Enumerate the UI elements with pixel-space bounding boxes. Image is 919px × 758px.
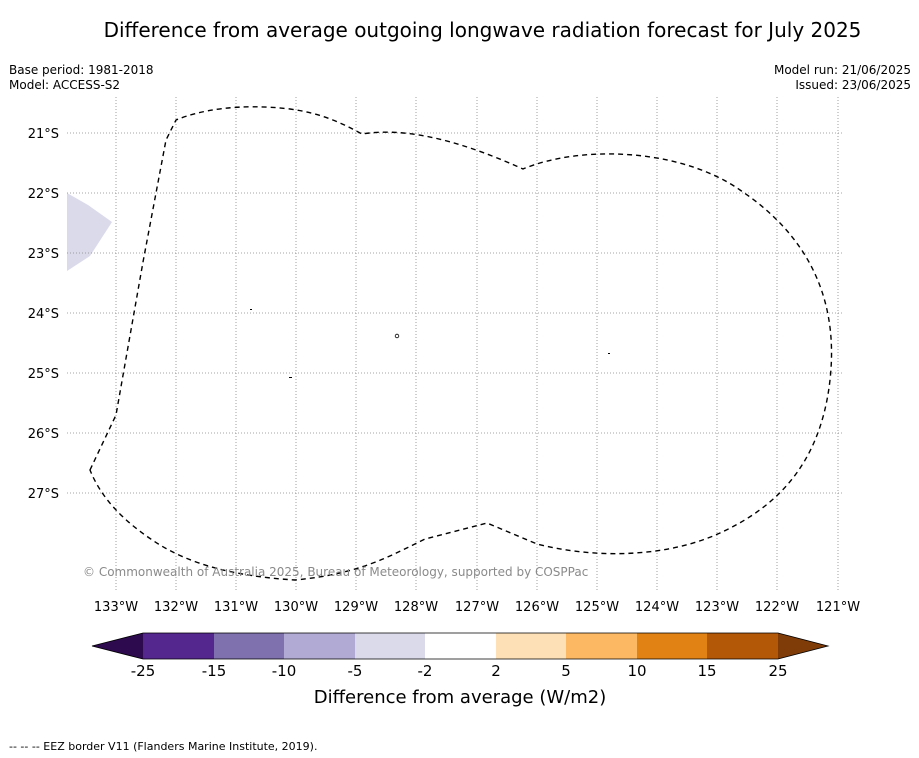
longitude-labels: 133°W 132°W 131°W 130°W 129°W 128°W 127°… [94,600,860,615]
lon-label: 130°W [274,600,318,615]
colorbar [91,632,830,660]
colorbar-segment [284,633,355,659]
colorbar-tick-label: 5 [561,662,571,680]
colorbar-tick-label: -15 [202,662,227,680]
lat-label: 21°S [28,127,59,142]
lon-label: 127°W [455,600,499,615]
lon-label: 125°W [575,600,619,615]
colorbar-segment [707,633,778,659]
lat-label: 27°S [28,487,59,502]
colorbar-tick-labels: -25 -15 -10 -5 -2 2 5 10 15 25 [131,662,788,680]
colorbar-segment [143,633,214,659]
lon-label: 133°W [94,600,138,615]
lon-label: 124°W [635,600,679,615]
eez-legend-note: -- -- -- EEZ border V11 (Flanders Marine… [9,740,318,753]
base-period-text: Base period: 1981-2018 [9,63,154,77]
colorbar-extend-low [92,633,143,659]
colorbar-segment [355,633,425,659]
colorbar-tick-label: -5 [348,662,363,680]
lat-label: 25°S [28,367,59,382]
lat-label: 24°S [28,307,59,322]
colorbar-tick-label: 2 [491,662,501,680]
lat-label: 22°S [28,187,59,202]
eez-border-line [89,106,833,581]
model-run-text: Model run: 21/06/2025 [773,63,911,77]
map-title: Difference from average outgoing longwav… [103,18,862,42]
colorbar-segment [566,633,637,659]
colorbar-outline [91,632,830,660]
lat-label: 26°S [28,427,59,442]
colorbar-tick-label: 25 [768,662,787,680]
colorbar-segment [496,633,566,659]
colorbar-tick-label: 10 [627,662,646,680]
colorbar-tick-label: -2 [418,662,433,680]
lon-label: 129°W [334,600,378,615]
colorbar-segment [637,633,707,659]
issued-text: Issued: 23/06/2025 [795,78,911,92]
colorbar-segment [214,633,284,659]
lat-label: 23°S [28,247,59,262]
lon-label: 121°W [816,600,860,615]
lon-label: 128°W [394,600,438,615]
copyright-notice: © Commonwealth of Australia 2025, Bureau… [83,565,589,579]
colorbar-tick-label: 15 [697,662,716,680]
lon-label: 123°W [695,600,739,615]
meta-left: Base period: 1981-2018 Model: ACCESS-S2 [9,63,154,93]
latitude-labels: 21°S 22°S 23°S 24°S 25°S 26°S 27°S [28,127,59,502]
latitude-gridlines [67,132,843,494]
colorbar-extend-high [778,633,828,659]
lon-label: 131°W [214,600,258,615]
anomaly-shaded-region [67,193,112,271]
longitude-gridlines [115,97,839,590]
meta-right: Model run: 21/06/2025 Issued: 23/06/2025 [774,63,911,93]
colorbar-segment [425,633,496,659]
model-text: Model: ACCESS-S2 [9,78,121,92]
colorbar-tick-label: -10 [272,662,297,680]
colorbar-tick-label: -25 [131,662,156,680]
lon-label: 132°W [154,600,198,615]
island-markers [250,309,610,378]
colorbar-title: Difference from average (W/m2) [314,687,606,708]
lon-label: 126°W [515,600,559,615]
lon-label: 122°W [755,600,799,615]
